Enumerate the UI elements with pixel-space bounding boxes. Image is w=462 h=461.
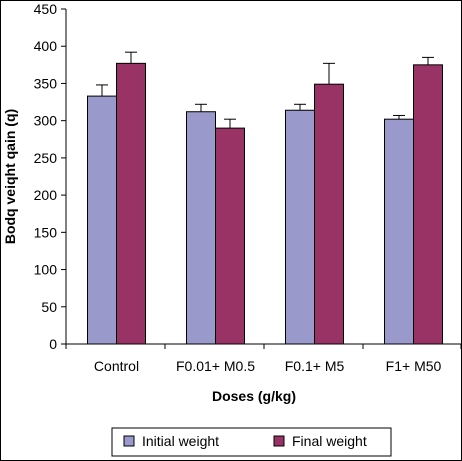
x-tick-label: Control [94,358,139,374]
error-bars [96,51,434,129]
legend-label-final: Final weight [292,433,367,449]
bar-initial [186,111,216,345]
x-tick-label: F0.1+ M5 [285,358,345,374]
y-tick-label: 450 [34,1,58,17]
bars [87,62,443,345]
x-tick-label: F1+ M50 [386,358,442,374]
y-axis-ticks: 0 50 100 150 200 250 300 350 400 450 [34,1,66,352]
bar-initial [285,109,315,345]
x-tick-label: F0.01+ M0.5 [176,358,255,374]
legend-swatch-final [273,435,285,447]
y-tick-label: 50 [41,299,57,315]
x-axis-title: Doses (g/kg) [212,388,296,404]
y-tick-label: 200 [34,187,58,203]
y-tick-label: 350 [34,75,58,91]
legend: Initial weight Final weight [111,427,392,457]
bar-final [413,64,443,345]
bar-final [314,83,344,345]
y-tick-label: 250 [34,150,58,166]
bar-final [215,127,245,345]
y-tick-label: 150 [34,224,58,240]
y-tick-label: 300 [34,113,58,129]
y-tick-label: 400 [34,38,58,54]
legend-label-initial: Initial weight [142,433,219,449]
y-axis-title: Bodq veiqht qain (q) [2,109,18,244]
y-tick-label: 100 [34,262,58,278]
y-tick-label: 0 [49,336,57,352]
bar-final [116,62,146,345]
bar-initial [384,118,414,345]
x-axis-ticks: Control F0.01+ M0.5 F0.1+ M5 F1+ M50 [65,344,462,374]
legend-box [111,427,392,457]
legend-swatch-initial [123,435,135,447]
bar-initial [87,95,117,345]
